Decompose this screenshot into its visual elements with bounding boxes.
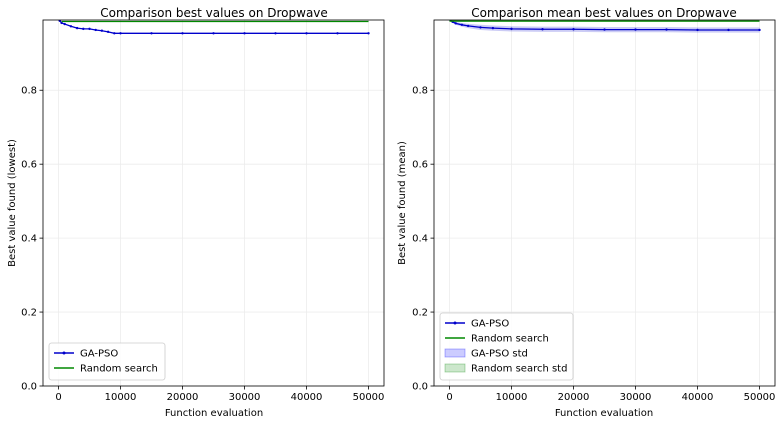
data-point	[336, 32, 339, 35]
x-tick-label: 30000	[229, 392, 261, 403]
legend-label: GA-PSO	[80, 349, 118, 360]
right-chart-xlabel: Function evaluation	[555, 408, 653, 419]
data-point	[634, 28, 637, 31]
legend-label: Random search std	[471, 364, 567, 375]
x-tick-label: 20000	[167, 392, 199, 403]
data-point	[212, 32, 215, 35]
y-tick-label: 0.8	[412, 86, 428, 97]
data-point	[58, 20, 61, 22]
x-tick-label: 20000	[558, 392, 590, 403]
y-tick-label: 0.4	[412, 234, 428, 245]
data-point	[119, 32, 122, 35]
right-chart-ticks: 0 10000 20000 30000 40000 50000 0.0 0.2 0.4 0.6 0.…	[412, 86, 775, 403]
data-point	[94, 28, 97, 32]
right-chart-title: Comparison mean best values on Dropwave	[471, 6, 736, 20]
data-point	[491, 26, 495, 30]
right-chart-axes-frame	[433, 19, 776, 387]
legend-label: Random search	[80, 364, 158, 375]
right-chart-plot-area	[448, 20, 761, 33]
data-point	[665, 28, 668, 31]
data-point	[479, 26, 482, 29]
data-point	[460, 23, 464, 27]
x-tick-label: 0	[55, 392, 61, 403]
left-chart-xlabel: Function evaluation	[165, 408, 263, 419]
data-point	[100, 29, 104, 32]
data-point	[696, 28, 699, 32]
data-point	[274, 32, 277, 35]
x-tick-label: 10000	[496, 392, 528, 403]
right-chart-ylabel: Best value found (mean)	[397, 141, 408, 265]
data-point	[75, 26, 79, 30]
data-point	[541, 28, 544, 31]
legend-marker	[453, 321, 457, 325]
y-tick-label: 0.2	[21, 308, 37, 319]
right-chart-panel: Comparison mean best values on Dropwave …	[397, 6, 775, 419]
data-point	[150, 32, 153, 35]
data-point	[603, 28, 606, 31]
left-chart-plot-area	[57, 17, 370, 35]
left-chart-ylabel: Best value found (lowest)	[7, 139, 18, 267]
y-tick-label: 0.6	[412, 160, 428, 171]
x-tick-label: 0	[446, 392, 452, 403]
x-tick-label: 50000	[353, 392, 385, 403]
series-line-ga-pso	[58, 20, 369, 34]
left-chart-grid	[43, 20, 384, 387]
left-chart-title: Comparison best values on Dropwave	[100, 6, 328, 20]
legend-patch-swatch	[444, 363, 466, 373]
data-point	[60, 21, 63, 25]
legend-box	[48, 342, 166, 381]
x-tick-label: 30000	[620, 392, 652, 403]
y-tick-label: 0.2	[412, 308, 428, 319]
y-tick-label: 0.0	[21, 382, 37, 393]
y-tick-label: 0.6	[21, 160, 37, 171]
data-point	[181, 32, 184, 35]
right-chart-series-group	[448, 20, 761, 33]
legend-label: GA-PSO	[471, 319, 509, 330]
legend-marker	[62, 351, 66, 355]
y-tick-label: 0.4	[21, 234, 37, 245]
left-chart-series-group	[57, 17, 370, 35]
data-point	[572, 28, 575, 31]
left-chart-axes-frame	[42, 19, 385, 387]
x-tick-label: 50000	[744, 392, 776, 403]
data-point	[758, 28, 761, 32]
data-point	[243, 32, 246, 35]
x-tick-label: 10000	[105, 392, 137, 403]
data-point	[82, 27, 85, 31]
data-point	[727, 28, 730, 32]
data-point	[305, 32, 308, 35]
series-line-ga-pso	[449, 20, 760, 31]
data-point	[106, 30, 110, 34]
left-chart-legend: GA-PSO Random search	[48, 342, 166, 381]
data-point	[367, 32, 370, 35]
data-point	[466, 24, 470, 28]
data-point	[63, 22, 66, 26]
data-point	[57, 17, 59, 19]
x-tick-label: 40000	[291, 392, 323, 403]
right-chart-legend: GA-PSO Random search GA-PSO std Random sear…	[439, 312, 574, 381]
legend-box	[439, 312, 574, 381]
legend-patch-swatch	[444, 348, 466, 358]
left-chart-panel: Comparison best values on Dropwave Funct…	[7, 6, 384, 419]
y-tick-label: 0.8	[21, 86, 37, 97]
data-point	[113, 32, 116, 35]
x-tick-label: 40000	[682, 392, 714, 403]
left-chart-ticks: 0 10000 20000 30000 40000 50000 0.0 0.2 0.4 0.6 0.…	[21, 86, 384, 403]
y-tick-label: 0.0	[412, 382, 428, 393]
legend-label: Random search	[471, 334, 549, 345]
data-point	[69, 25, 73, 28]
data-point	[88, 27, 91, 31]
data-point	[454, 22, 457, 25]
legend-label: GA-PSO std	[471, 349, 528, 360]
data-point	[510, 27, 513, 31]
